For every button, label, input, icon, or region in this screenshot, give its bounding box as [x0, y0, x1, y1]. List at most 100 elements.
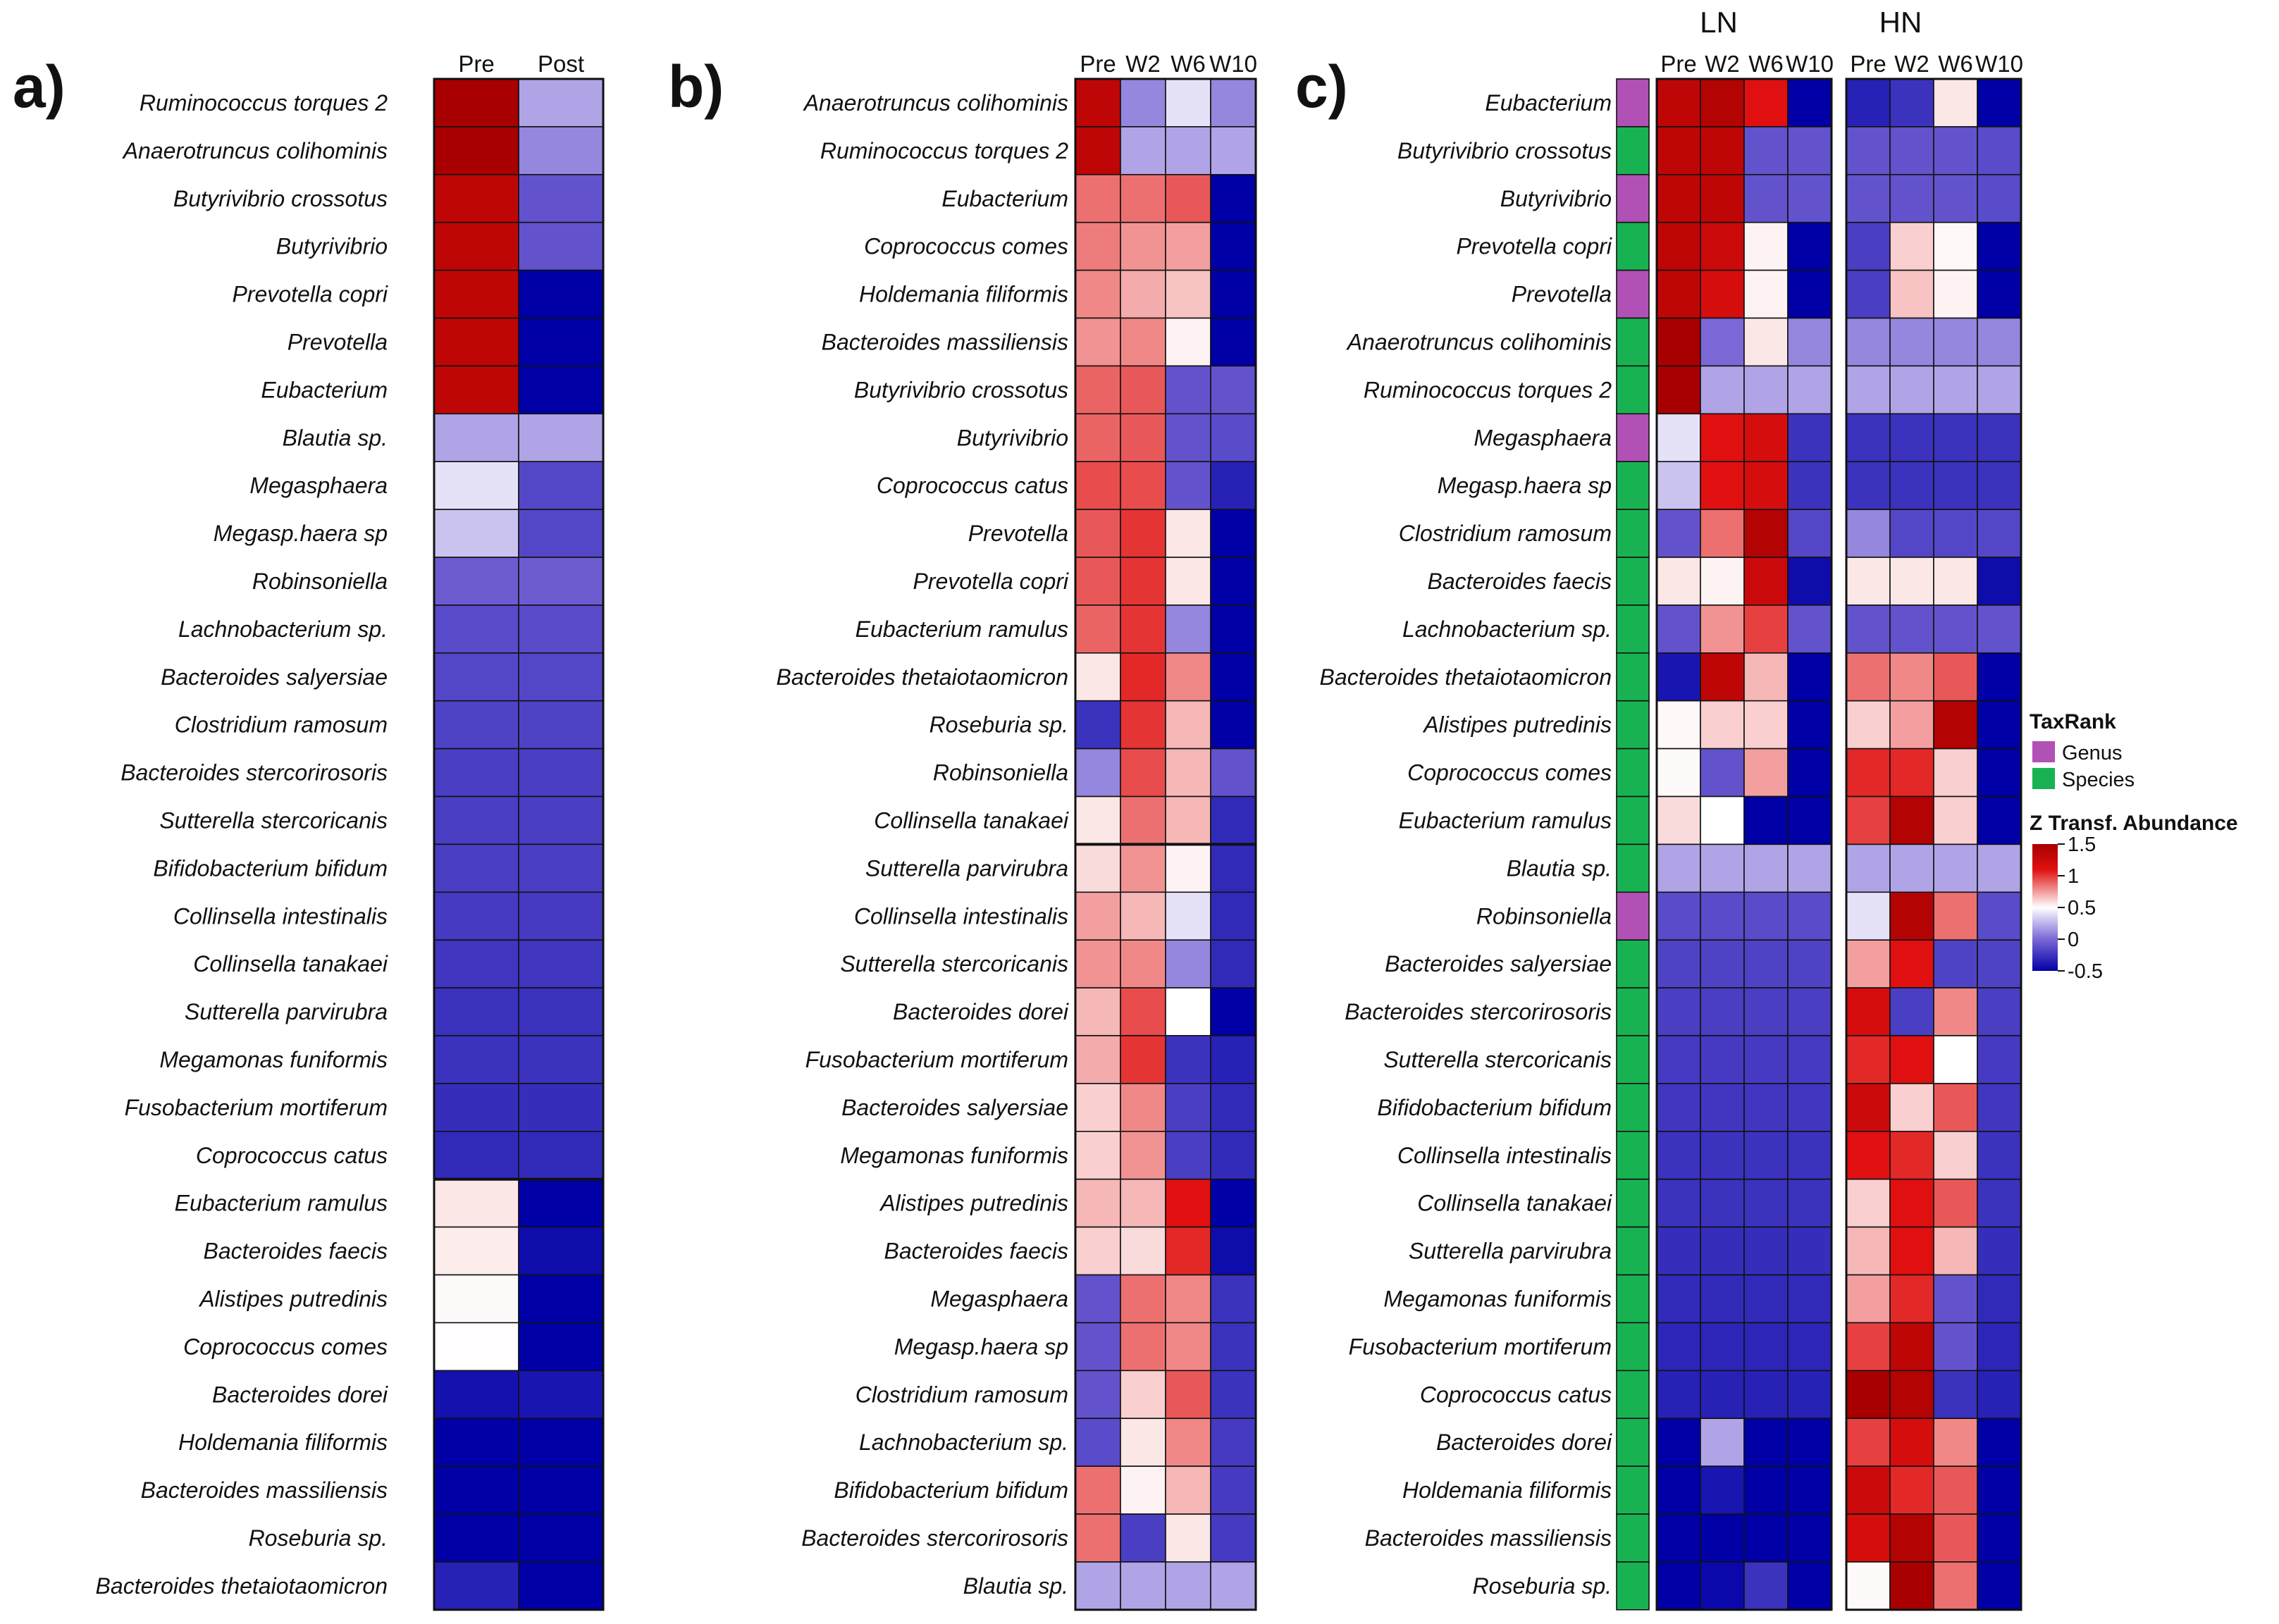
panel-c-col-label-2: W6: [1748, 51, 1784, 77]
panel-c-taxrank-cell-4: [1616, 269, 1650, 319]
panel-b-row-label-butyrivibrio-crossotus: Butyrivibrio crossotus: [854, 377, 1068, 402]
panel-c-cell-23-2: [1743, 1178, 1789, 1228]
panel-c-cell-24-7: [1977, 1226, 2022, 1276]
panel-c-cell-6-6: [1933, 365, 1978, 415]
panel-a-col-label-0: Pre: [458, 51, 494, 77]
panel-c-cell-10-1: [1700, 557, 1745, 606]
legend-genus-label: Genus: [2062, 742, 2122, 764]
panel-c-row-label-prevotella-copri: Prevotella copri: [1456, 234, 1612, 259]
panel-c-row-label-megasphaera: Megasphaera: [1474, 425, 1612, 450]
panel-c-cell-19-3: [1787, 987, 1832, 1036]
panel-b-cell-2-3: [1210, 174, 1256, 223]
panel-a-row-label-coprococcus-catus: Coprococcus catus: [196, 1143, 388, 1168]
panel-a-cell-2-1: [518, 174, 604, 223]
panel-c-cell-28-0: [1656, 1418, 1701, 1467]
panel-c-cell-29-6: [1933, 1465, 1978, 1515]
panel-b-letter: b): [668, 54, 724, 120]
panel-c-row-label-anaerotruncus-colihominis: Anaerotruncus colihominis: [1346, 329, 1612, 354]
panel-c-row-label-alistipes-putredinis: Alistipes putredinis: [1422, 712, 1612, 738]
panel-b-cell-13-2: [1165, 700, 1211, 750]
panel-c-taxrank-cell-5: [1616, 317, 1650, 367]
panel-b-row-label-eubacterium: Eubacterium: [941, 186, 1068, 211]
panel-c-taxrank-cell-14: [1616, 748, 1650, 798]
panel-c-taxrank-cell-13: [1616, 700, 1650, 750]
panel-c-taxrank-cell-26: [1616, 1322, 1650, 1372]
panel-c-cell-4-4: [1846, 269, 1891, 319]
panel-a-cell-29-0: [433, 1465, 519, 1515]
panel-c-cell-13-6: [1933, 700, 1978, 750]
panel-b-cell-24-2: [1165, 1226, 1211, 1276]
panel-c-cell-5-5: [1889, 317, 1934, 367]
panel-c-cell-3-6: [1933, 221, 1978, 271]
panel-c-cell-14-1: [1700, 748, 1745, 798]
panel-b-cell-15-0: [1075, 795, 1121, 845]
panel-c-cell-3-5: [1889, 221, 1934, 271]
panel-c-cell-18-2: [1743, 939, 1789, 988]
panel-b-cell-7-0: [1075, 413, 1121, 462]
panel-c-col-label-7: W10: [1975, 51, 2023, 77]
panel-a-cell-24-0: [433, 1226, 519, 1276]
panel-c-row-label-butyrivibrio-crossotus: Butyrivibrio crossotus: [1397, 138, 1612, 163]
panel-a-cell-3-1: [518, 221, 604, 271]
panel-c-row-label-eubacterium-ramulus: Eubacterium ramulus: [1399, 807, 1612, 833]
panel-b-cell-13-0: [1075, 700, 1121, 750]
panel-c-cell-27-0: [1656, 1370, 1701, 1420]
panel-b-cell-2-1: [1120, 174, 1166, 223]
panel-a-row-label-alistipes-putredinis: Alistipes putredinis: [198, 1286, 388, 1311]
panel-c-cell-14-2: [1743, 748, 1789, 798]
panel-c-cell-21-6: [1933, 1083, 1978, 1132]
panel-c-cell-13-1: [1700, 700, 1745, 750]
panel-b-cell-29-3: [1210, 1465, 1256, 1515]
panel-c-cell-29-1: [1700, 1465, 1745, 1515]
panel-c-cell-9-5: [1889, 509, 1934, 558]
panel-c-cell-25-0: [1656, 1274, 1701, 1324]
heatmap-panel-b: Pre W2 W6 W10 Anaerotruncus colihominis Rumin…: [777, 51, 1257, 1611]
panel-b-cell-28-1: [1120, 1418, 1166, 1467]
panel-c-cell-25-1: [1700, 1274, 1745, 1324]
panel-c-cell-11-5: [1889, 605, 1934, 654]
panel-c-cell-29-7: [1977, 1465, 2022, 1515]
panel-c-taxrank-cell-1: [1616, 126, 1650, 175]
panel-c-cell-19-7: [1977, 987, 2022, 1036]
panel-b-frame: [1074, 78, 1257, 1611]
panel-a-cell-31-0: [433, 1561, 519, 1611]
panel-b-row-label-megamonas-funiformis: Megamonas funiformis: [840, 1143, 1068, 1168]
panel-a-cell-30-1: [518, 1513, 604, 1563]
panel-b-cell-1-3: [1210, 126, 1256, 175]
panel-a-row-label-sutterella-parvirubra: Sutterella parvirubra: [185, 999, 388, 1024]
panel-a-cell-18-1: [518, 939, 604, 988]
panel-c-cell-18-1: [1700, 939, 1745, 988]
panel-c-cell-31-2: [1743, 1561, 1789, 1611]
panel-b-cell-9-2: [1165, 509, 1211, 558]
panel-c-cell-29-5: [1889, 1465, 1934, 1515]
panel-c-cell-26-6: [1933, 1322, 1978, 1372]
panel-a-cell-20-0: [433, 1035, 519, 1084]
panel-c-taxrank-cell-21: [1616, 1083, 1650, 1132]
panel-b-cell-30-2: [1165, 1513, 1211, 1563]
panel-c-cell-12-0: [1656, 652, 1701, 702]
panel-c-cell-18-5: [1889, 939, 1934, 988]
panel-b-cell-1-0: [1075, 126, 1121, 175]
panel-a-row-label-roseburia-sp: Roseburia sp.: [249, 1525, 388, 1551]
panel-c-cell-22-5: [1889, 1131, 1934, 1180]
panel-a-row-label-prevotella-copri: Prevotella copri: [232, 282, 388, 307]
panel-b-cell-8-0: [1075, 461, 1121, 510]
panel-c-row-label-clostridium-ramosum: Clostridium ramosum: [1399, 521, 1612, 546]
panel-c-cell-13-2: [1743, 700, 1789, 750]
panel-b-cell-0-1: [1120, 78, 1166, 128]
panel-c-taxrank-cell-16: [1616, 843, 1650, 893]
legend-taxrank-title: TaxRank: [2030, 710, 2116, 733]
panel-c-cell-28-6: [1933, 1418, 1978, 1467]
panel-a-row-label-blautia-sp: Blautia sp.: [283, 425, 388, 450]
panel-c-cell-25-3: [1787, 1274, 1832, 1324]
panel-c-taxrank-cell-31: [1616, 1561, 1650, 1611]
panel-a-cell-7-0: [433, 413, 519, 462]
panel-b-cell-6-3: [1210, 365, 1256, 415]
panel-c-cell-22-4: [1846, 1131, 1891, 1180]
panel-b-row-label-holdemania-filiformis: Holdemania filiformis: [859, 282, 1068, 307]
panel-a-cell-8-1: [518, 461, 604, 510]
panel-b-cell-21-0: [1075, 1083, 1121, 1132]
panel-c-cell-14-5: [1889, 748, 1934, 798]
panel-b-cell-27-3: [1210, 1370, 1256, 1420]
